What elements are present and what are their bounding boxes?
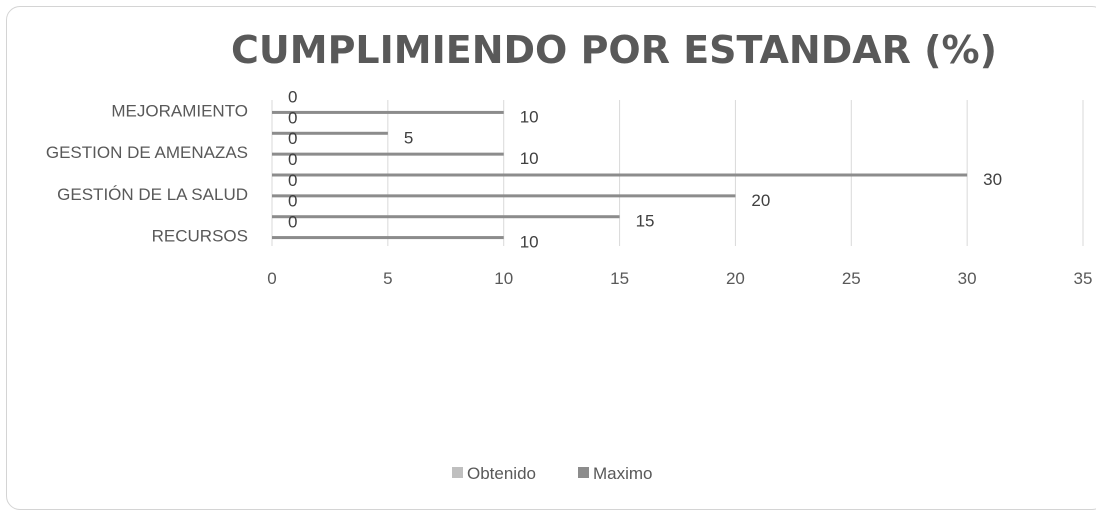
x-tick-labels: 0 5 10 15 20 25 30 35: [267, 269, 1092, 288]
data-label-obtenido-2: 0: [288, 171, 297, 190]
x-tick-label-7: 35: [1074, 269, 1093, 288]
chart-frame: [6, 6, 1096, 510]
data-label-obtenido-6: 0: [288, 87, 297, 106]
category-labels: RECURSOS GESTIÓN DE LA SALUD GESTION DE AM…: [46, 101, 248, 245]
bar-maximo-1: [272, 215, 620, 219]
x-tick-label-2: 10: [494, 269, 513, 288]
legend-label-maximo: Maximo: [593, 464, 653, 483]
data-label-obtenido-3: 0: [288, 150, 297, 169]
legend-swatch-obtenido: [452, 467, 463, 478]
data-label-maximo-0: 10: [520, 233, 539, 252]
bar-maximo-6: [272, 110, 504, 114]
bars: [272, 110, 968, 240]
x-tick-label-5: 25: [842, 269, 861, 288]
x-tick-label-6: 30: [958, 269, 977, 288]
data-label-maximo-6: 10: [520, 107, 539, 126]
bar-maximo-0: [272, 236, 504, 240]
x-tick-label-0: 0: [267, 269, 276, 288]
data-label-obtenido-4: 0: [288, 129, 297, 148]
legend-swatch-maximo: [578, 467, 589, 478]
category-label-2: GESTIÓN DE LA SALUD: [57, 185, 248, 204]
bar-maximo-4: [272, 152, 504, 156]
category-label-4: GESTION DE AMENAZAS: [46, 143, 248, 162]
category-label-6: MEJORAMIENTO: [111, 101, 248, 120]
chart-title: CUMPLIMIENDO POR ESTANDAR (%): [231, 28, 997, 72]
bar-maximo-3: [272, 173, 968, 177]
data-label-maximo-5: 5: [404, 128, 413, 147]
data-label-maximo-4: 10: [520, 149, 539, 168]
data-label-obtenido-5: 0: [288, 108, 297, 127]
data-label-maximo-1: 15: [636, 212, 655, 231]
gridlines: [271, 100, 1084, 246]
legend-label-obtenido: Obtenido: [467, 464, 536, 483]
x-tick-label-1: 5: [383, 269, 392, 288]
data-labels: 0 10 0 15 0 20 0 30 0 10 0 5 0 10: [288, 87, 1002, 251]
data-label-maximo-3: 30: [983, 170, 1002, 189]
x-tick-label-4: 20: [726, 269, 745, 288]
data-label-maximo-2: 20: [751, 191, 770, 210]
data-label-obtenido-0: 0: [288, 213, 297, 232]
x-tick-label-3: 15: [610, 269, 629, 288]
data-label-obtenido-1: 0: [288, 192, 297, 211]
bar-maximo-2: [272, 194, 736, 198]
bar-maximo-5: [272, 131, 388, 135]
category-label-0: RECURSOS: [152, 227, 248, 246]
legend: Obtenido Maximo: [452, 464, 653, 483]
